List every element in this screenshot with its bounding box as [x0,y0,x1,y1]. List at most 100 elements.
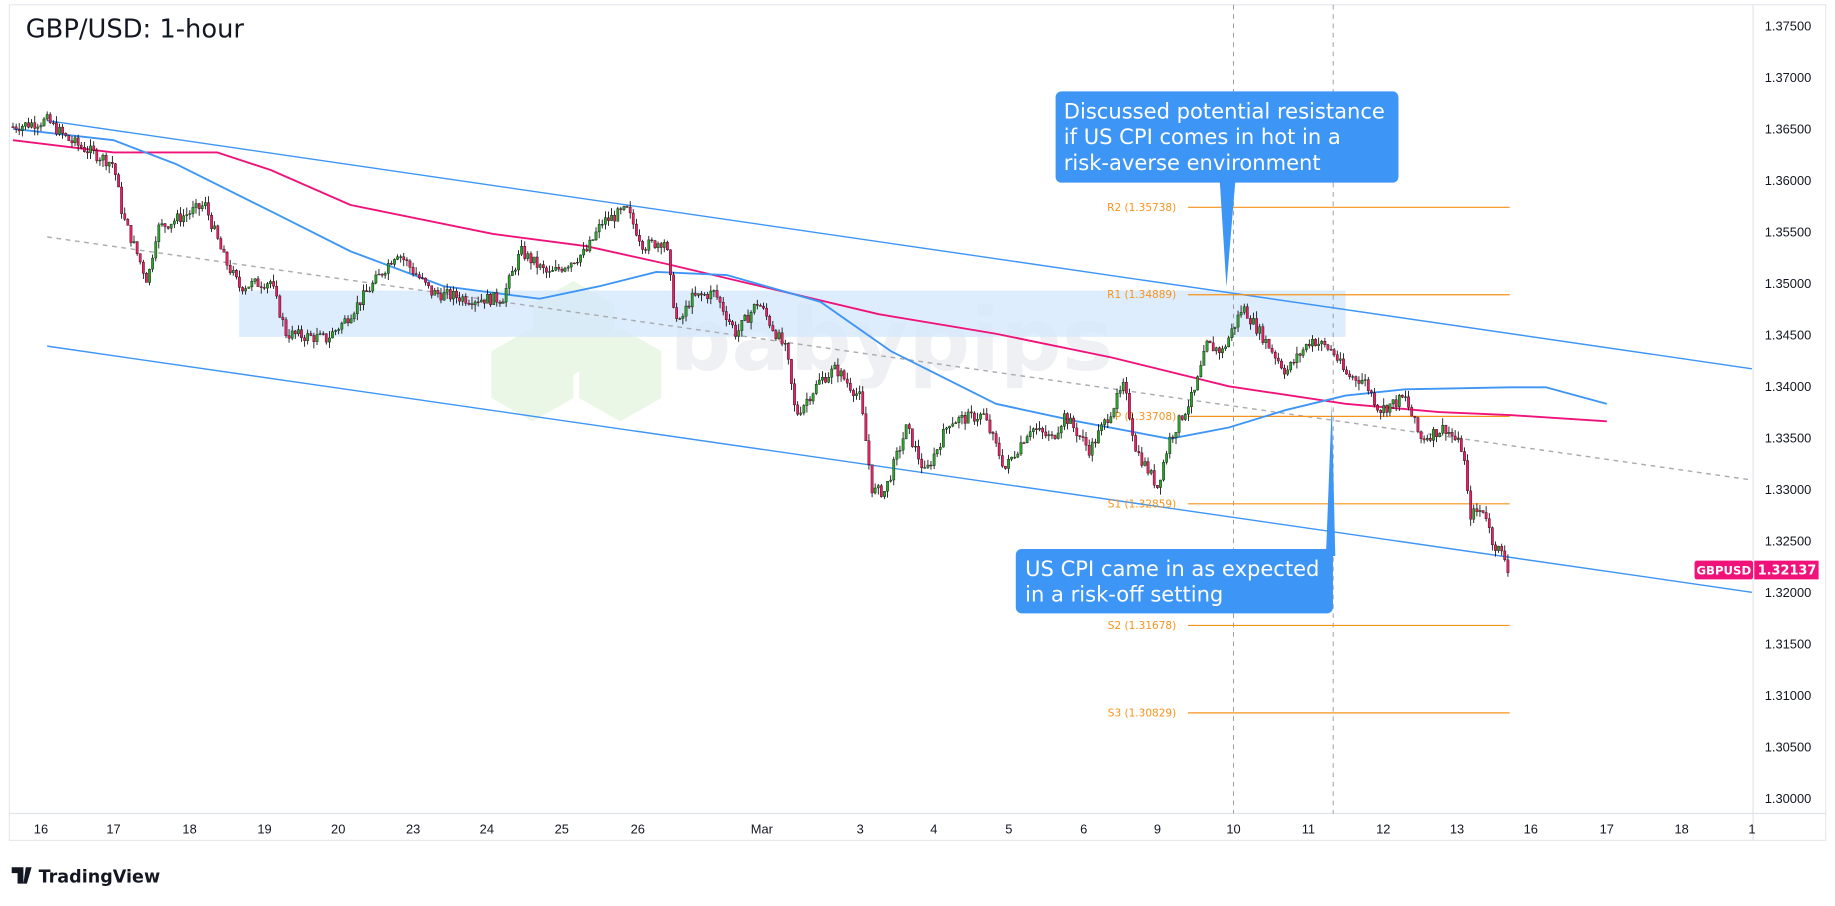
candle [1478,504,1482,517]
candle [1394,395,1398,411]
candle-body-down [1087,444,1091,456]
candle-body-up [814,384,818,394]
candle-body-up [507,275,511,289]
candle [1354,375,1358,387]
candle [1410,404,1414,417]
candle-body-down [17,129,21,132]
candle-body-down [969,411,973,414]
candle [318,330,322,336]
candle-body-up [24,122,27,127]
candle [526,251,530,262]
candle-body-down [1419,431,1423,439]
tradingview-logo[interactable]: TradingView [11,867,160,887]
candle-body-down [321,333,325,335]
candle-body-down [358,302,362,306]
candle-body-down [672,274,675,308]
candle-body-down [721,301,725,312]
candle [573,262,576,265]
candle-body-up [473,301,477,306]
candle [662,239,666,253]
time-tick-label: 3 [857,821,864,836]
candle-body-down [523,246,527,259]
candle-body-up [399,256,403,258]
price-tick-label: 1.36000 [1765,173,1811,188]
candle-body-up [1230,328,1234,339]
candle [1004,465,1007,470]
candle [368,286,372,293]
candle [693,286,697,297]
candle-body-up [1472,508,1476,520]
callout-line: in a risk-off setting [1025,582,1223,607]
candle [222,245,226,253]
candle [253,278,257,285]
candle-body-down [166,226,170,229]
candle [635,218,638,237]
candle [377,269,381,276]
candle [64,132,68,138]
candle [414,267,418,276]
candle [793,378,796,412]
candle-body-down [1354,376,1358,381]
candle-body-down [1428,437,1432,441]
tradingview-logo-icon [11,867,32,884]
candle [1199,360,1203,378]
candle [132,235,136,244]
candle-body-down [138,253,142,263]
candle [1019,435,1023,457]
candle [1180,415,1184,421]
time-tick-label: 17 [106,821,120,836]
candle [1366,376,1370,395]
candle-body-down [920,458,924,469]
candle [1369,389,1373,397]
candle [563,266,567,273]
candle-body-up [504,288,508,303]
candle [231,265,235,276]
candle-body-up [1013,456,1017,459]
candle [1267,338,1271,349]
candle-body-up [148,268,151,283]
candle [169,223,173,233]
candle-body-up [1388,403,1392,413]
candle-body-down [635,223,638,236]
candle [746,309,750,323]
candle-body-down [1490,527,1494,546]
candle [1382,398,1386,417]
candle [511,266,514,276]
candle-body-down [293,330,297,335]
symbol-tag-text: GBPUSD [1696,564,1751,578]
candle-body-down [64,133,68,136]
candle-body-down [545,267,548,273]
candle-body-down [33,122,37,129]
candle [1162,459,1165,482]
candle-body-down [1273,351,1277,359]
candle-body-down [436,290,440,294]
candle-body-up [563,267,567,272]
candle [1177,414,1181,437]
candle-body-down [1041,428,1044,433]
candle [718,295,722,309]
candle-body-up [176,213,179,222]
candle [126,218,130,226]
candle [483,299,486,309]
price-axis[interactable]: 1.37500 1.37000 1.36500 1.36000 1.35500 1.350… [1765,19,1811,806]
time-axis[interactable]: 16 17 18 19 20 23 24 25 26 Mar 3 4 5 6 9 10 11 12 13 16 17 18… [34,821,1756,836]
candle [870,464,874,498]
candle [210,212,213,233]
candle [879,484,883,498]
candle-body-up [501,301,505,304]
candle-body-up [1289,362,1293,371]
candle [1307,339,1311,349]
candle [389,260,393,265]
time-tick-label: 24 [480,821,494,836]
channel-midline [47,236,1753,481]
candle [145,272,148,283]
candle-body-up [979,413,982,420]
candle-body-down [573,262,576,265]
candle-body-up [600,224,604,226]
candle [433,287,437,296]
candle [814,380,818,395]
candle [852,388,855,402]
candle-body-down [715,290,719,298]
candle [1249,315,1252,330]
